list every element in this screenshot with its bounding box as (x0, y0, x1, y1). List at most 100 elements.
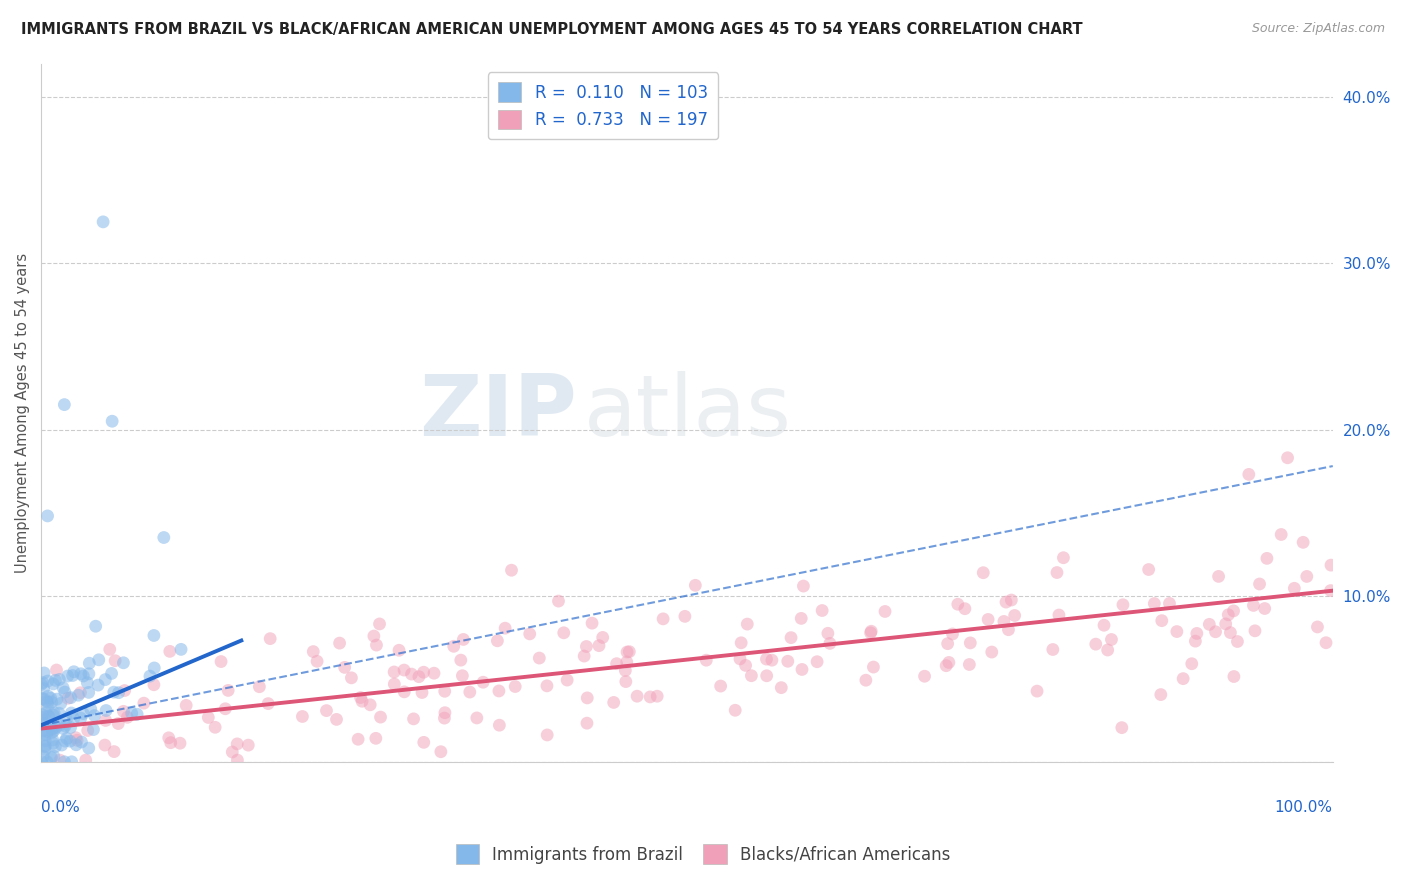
Point (114, 683, 136, 698)
Point (1150, 614, 1173, 628)
Point (606, 657, 628, 671)
Text: atlas: atlas (583, 371, 792, 454)
Point (59, 690, 82, 705)
Point (776, 654, 799, 668)
Point (433, 706, 456, 720)
Point (98, 642, 121, 657)
Point (412, 665, 434, 680)
Point (433, 684, 456, 698)
Point (49, 753, 72, 767)
Point (614, 664, 637, 678)
Point (710, 679, 733, 693)
Point (602, 695, 624, 709)
Point (614, 674, 637, 689)
Point (790, 663, 813, 677)
Point (159, 644, 181, 658)
Point (37, 674, 59, 689)
Point (1084, 637, 1107, 651)
Point (41, 725, 63, 739)
Point (32, 749, 55, 764)
Point (91, 215, 114, 229)
Point (69, 711, 91, 725)
Point (519, 627, 541, 641)
Point (62, 712, 84, 726)
Point (1218, 607, 1240, 622)
Point (53, 734, 76, 748)
Point (1004, 608, 1026, 623)
Point (980, 645, 1002, 659)
Point (761, 653, 783, 667)
Point (34, 716, 56, 731)
Point (433, 711, 456, 725)
Point (112, 656, 135, 670)
Point (35, 728, 58, 742)
Point (735, 617, 758, 632)
Point (70, 666, 93, 681)
Point (536, 679, 558, 693)
Point (1208, 569, 1230, 583)
Point (37, 724, 59, 739)
Point (1237, 467, 1260, 482)
Point (44, 673, 66, 688)
Point (366, 638, 388, 652)
Point (32, 692, 55, 706)
Point (51, 738, 73, 752)
Point (94, 704, 117, 718)
Point (1284, 582, 1306, 596)
Point (501, 563, 523, 577)
Point (914, 669, 936, 683)
Point (792, 579, 814, 593)
Point (936, 637, 959, 651)
Point (770, 681, 793, 695)
Point (38, 710, 60, 724)
Point (349, 690, 371, 705)
Point (780, 631, 803, 645)
Point (325, 713, 347, 727)
Point (616, 655, 638, 669)
Point (340, 671, 363, 685)
Legend: Immigrants from Brazil, Blacks/African Americans: Immigrants from Brazil, Blacks/African A… (449, 838, 957, 871)
Point (39, 691, 62, 706)
Point (94, 714, 117, 728)
Point (37, 755, 59, 769)
Point (42, 721, 65, 735)
Point (529, 651, 551, 665)
Point (69, 686, 91, 700)
Point (49, 697, 72, 711)
Point (370, 710, 392, 724)
Point (121, 706, 143, 721)
Point (52, 681, 75, 695)
Point (572, 648, 595, 663)
Point (87, 678, 110, 692)
Point (1052, 550, 1074, 565)
Point (1315, 636, 1337, 650)
Point (1198, 617, 1220, 632)
Point (1277, 450, 1299, 465)
Point (170, 642, 193, 657)
Point (226, 737, 249, 751)
Point (31, 707, 53, 722)
Point (41, 723, 63, 737)
Point (34, 739, 56, 753)
Point (143, 661, 166, 675)
Point (101, 414, 124, 428)
Point (76, 723, 98, 738)
Point (226, 753, 249, 767)
Point (450, 653, 472, 667)
Point (60, 755, 83, 769)
Point (42, 733, 65, 747)
Point (673, 609, 696, 624)
Point (42, 707, 65, 722)
Point (214, 702, 236, 716)
Point (217, 683, 239, 698)
Point (63, 665, 86, 679)
Point (60, 706, 83, 720)
Point (259, 632, 281, 646)
Point (53, 398, 76, 412)
Point (55, 712, 77, 726)
Point (169, 736, 191, 750)
Point (995, 595, 1018, 609)
Point (48, 673, 70, 687)
Point (94, 738, 117, 752)
Point (84, 619, 107, 633)
